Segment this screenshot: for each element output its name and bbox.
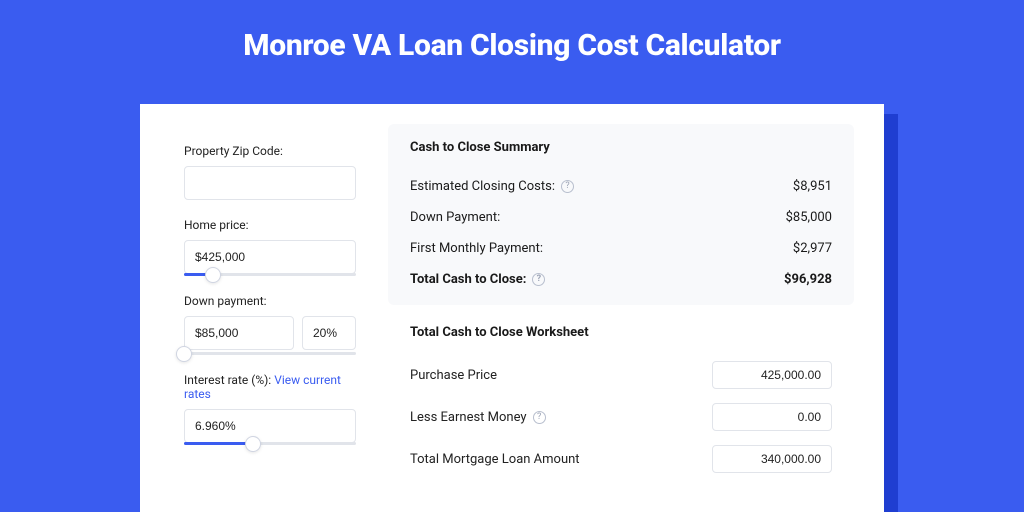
inputs-panel: Property Zip Code: Home price: Down paym… [140, 104, 376, 512]
home-price-label: Home price: [184, 218, 356, 232]
summary-panel: Cash to Close Summary Estimated Closing … [388, 124, 854, 305]
interest-slider-wrap [184, 409, 356, 445]
summary-row-label-text: First Monthly Payment: [410, 241, 543, 256]
worksheet-row: Purchase Price [410, 354, 832, 396]
summary-row: First Monthly Payment: $2,977 [410, 233, 832, 264]
summary-title: Cash to Close Summary [410, 140, 832, 155]
interest-rate-input[interactable] [184, 409, 356, 443]
worksheet-row-label: Less Earnest Money? [410, 410, 546, 425]
worksheet-row: Less Earnest Money? [410, 396, 832, 438]
worksheet-title: Total Cash to Close Worksheet [388, 319, 854, 354]
page-title: Monroe VA Loan Closing Cost Calculator [0, 0, 1024, 63]
summary-row-value: $85,000 [786, 210, 832, 225]
down-payment-row [184, 316, 356, 350]
down-payment-field: Down payment: [184, 294, 356, 355]
summary-row-label: Total Cash to Close:? [410, 272, 545, 287]
zip-field: Property Zip Code: [184, 144, 356, 200]
interest-rate-label-text: Interest rate (%): [184, 373, 274, 387]
interest-rate-label: Interest rate (%): View current rates [184, 373, 356, 401]
worksheet-row: Total Mortgage Loan Amount [410, 438, 832, 480]
slider-fill [184, 442, 253, 445]
summary-row: Down Payment: $85,000 [410, 202, 832, 233]
summary-rows: Estimated Closing Costs:? $8,951 Down Paym… [410, 171, 832, 295]
down-payment-pct-input[interactable] [302, 316, 356, 350]
summary-row-value: $2,977 [793, 241, 832, 256]
summary-row-label: Down Payment: [410, 210, 500, 225]
help-icon[interactable]: ? [561, 180, 574, 193]
summary-row-label: First Monthly Payment: [410, 241, 543, 256]
worksheet-row-label-text: Less Earnest Money [410, 410, 527, 425]
summary-row-label-text: Total Cash to Close: [410, 272, 526, 287]
home-price-slider[interactable] [184, 273, 356, 276]
down-payment-input[interactable] [184, 316, 294, 350]
zip-label: Property Zip Code: [184, 144, 356, 158]
worksheet-panel: Total Cash to Close Worksheet Purchase P… [388, 319, 854, 480]
summary-row-label: Estimated Closing Costs:? [410, 179, 574, 194]
summary-row-label-text: Down Payment: [410, 210, 500, 225]
help-icon[interactable]: ? [533, 411, 546, 424]
worksheet-row-input[interactable] [712, 403, 832, 431]
worksheet-row-label: Total Mortgage Loan Amount [410, 452, 580, 467]
worksheet-row-input[interactable] [712, 445, 832, 473]
worksheet-row-label-text: Purchase Price [410, 368, 497, 383]
down-payment-label: Down payment: [184, 294, 356, 308]
worksheet-row-label-text: Total Mortgage Loan Amount [410, 452, 580, 467]
summary-row: Estimated Closing Costs:? $8,951 [410, 171, 832, 202]
slider-thumb[interactable] [205, 267, 221, 283]
results-panel: Cash to Close Summary Estimated Closing … [376, 104, 884, 512]
summary-row: Total Cash to Close:? $96,928 [410, 264, 832, 295]
zip-input[interactable] [184, 166, 356, 200]
page: Monroe VA Loan Closing Cost Calculator P… [0, 0, 1024, 512]
home-price-field: Home price: [184, 218, 356, 276]
summary-row-label-text: Estimated Closing Costs: [410, 179, 555, 194]
worksheet-row-label: Purchase Price [410, 368, 497, 383]
worksheet-rows: Purchase Price Less Earnest Money? Total M… [388, 354, 854, 480]
interest-rate-field: Interest rate (%): View current rates [184, 373, 356, 445]
slider-thumb[interactable] [176, 346, 192, 362]
worksheet-row-input[interactable] [712, 361, 832, 389]
calculator-card: Property Zip Code: Home price: Down paym… [140, 104, 884, 512]
summary-row-value: $8,951 [793, 179, 832, 194]
down-payment-slider[interactable] [184, 352, 356, 355]
help-icon[interactable]: ? [532, 273, 545, 286]
slider-thumb[interactable] [245, 436, 261, 452]
summary-row-value: $96,928 [784, 272, 832, 287]
home-price-slider-wrap [184, 240, 356, 276]
interest-rate-slider[interactable] [184, 442, 356, 445]
